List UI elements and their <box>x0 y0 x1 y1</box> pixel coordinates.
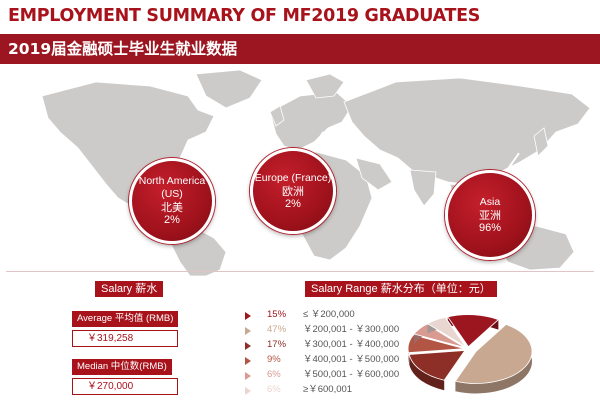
pie-slice <box>447 314 500 348</box>
legend-marker-icon <box>245 312 251 320</box>
pie-slice <box>454 323 533 384</box>
salary-pie-chart <box>398 305 548 405</box>
legend-range: ￥300,001 - ￥400,000 <box>303 339 400 350</box>
region-percent: 2% <box>164 214 180 226</box>
pie-slice <box>426 316 467 348</box>
legend-range: ￥500,001 - ￥600,000 <box>303 369 400 380</box>
region-bubble-europe: Europe (France) 欧洲 2% <box>250 148 336 234</box>
legend-percent: 6% <box>267 369 281 380</box>
legend-range: ￥200,001 - ￥300,000 <box>303 324 400 335</box>
salary-range-title: Salary Range 薪水分布（单位：元） <box>305 281 497 297</box>
region-name-cn: 亚洲 <box>479 208 501 222</box>
legend-range: ≤ ￥200,000 <box>303 309 355 320</box>
page-title: EMPLOYMENT SUMMARY OF MF2019 GRADUATES <box>8 6 481 26</box>
page-subtitle: 2019届金融硕士毕业生就业数据 <box>8 40 238 58</box>
legend-marker-icon <box>245 357 251 365</box>
legend-percent: 47% <box>267 324 287 335</box>
pie-slice <box>413 323 465 348</box>
region-bubble-north-america: North America (US) 北美 2% <box>129 158 215 244</box>
legend-percent: 9% <box>267 354 281 365</box>
pie-slice <box>407 334 465 354</box>
region-name: Asia <box>479 195 501 208</box>
legend-marker-icon <box>245 372 251 380</box>
legend-marker-icon <box>245 327 251 335</box>
legend-range: ￥400,001 - ￥500,000 <box>303 354 400 365</box>
legend-range: ≥￥600,001 <box>303 384 353 395</box>
average-salary-label: Average 平均值 (RMB) <box>72 311 179 327</box>
average-salary-value: ￥319,258 <box>72 330 178 347</box>
region-percent: 96% <box>478 221 502 234</box>
salary-pie-graphic <box>407 314 533 394</box>
section-divider <box>6 271 594 272</box>
legend-percent: 15% <box>267 309 287 320</box>
region-name: Europe (France) <box>254 171 332 184</box>
legend-marker-icon <box>245 342 251 350</box>
salary-section-label: Salary 薪水 <box>95 281 164 297</box>
region-name-cn: 欧洲 <box>282 184 304 198</box>
legend-marker-icon <box>245 387 251 395</box>
median-salary-label: Median 中位数(RMB) <box>72 359 172 375</box>
subtitle-banner: 2019届金融硕士毕业生就业数据 <box>0 34 600 64</box>
median-salary-value: ￥270,000 <box>72 378 178 395</box>
region-bubble-asia: Asia 亚洲 96% <box>445 170 535 260</box>
region-name-cn: 北美 <box>161 201 183 214</box>
legend-percent: 17% <box>267 339 287 350</box>
region-name: North America (US) <box>138 175 206 200</box>
pie-slice <box>408 350 466 381</box>
region-percent: 2% <box>285 197 301 210</box>
legend-percent: 6% <box>267 384 281 395</box>
